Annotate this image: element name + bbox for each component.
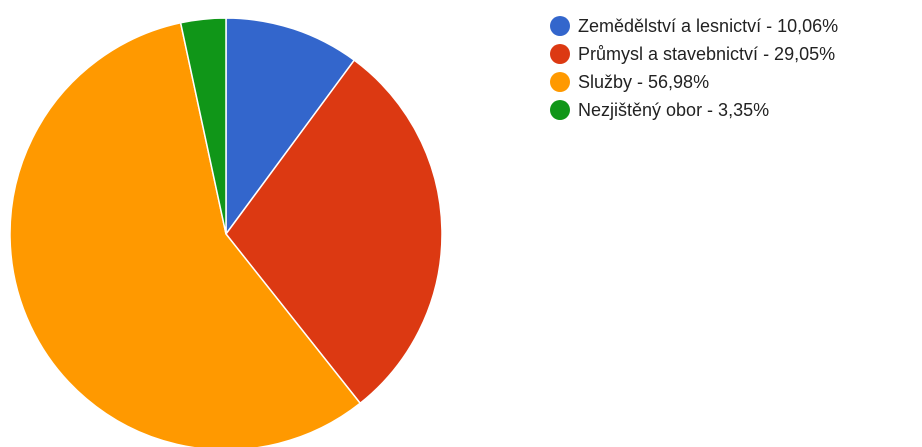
legend-swatch-3: [550, 72, 570, 92]
pie-slice-1: [225, 17, 356, 237]
legend-swatch-2: [550, 44, 570, 64]
legend-item-3: Služby - 56,98%: [550, 68, 838, 96]
pie-slice-2: [225, 59, 443, 405]
legend-swatch-1: [550, 16, 570, 36]
legend-item-2: Průmysl a stavebnictví - 29,05%: [550, 40, 838, 68]
legend-label-1: Zemědělství a lesnictví - 10,06%: [578, 15, 839, 36]
pie-slice-4: [179, 17, 227, 235]
legend-label-4: Nezjištěný obor - 3,35%: [578, 99, 770, 120]
legend-label-3: Služby - 56,98%: [578, 71, 710, 92]
chart-legend: Zemědělství a lesnictví - 10,06% Průmysl …: [550, 12, 838, 124]
legend-item-4: Nezjištěný obor - 3,35%: [550, 96, 838, 124]
legend-item-1: Zemědělství a lesnictví - 10,06%: [550, 12, 838, 40]
legend-label-2: Průmysl a stavebnictví - 29,05%: [578, 43, 836, 64]
pie-slice-3: [9, 21, 362, 447]
pie-slices: [9, 17, 443, 447]
legend-swatch-4: [550, 100, 570, 120]
